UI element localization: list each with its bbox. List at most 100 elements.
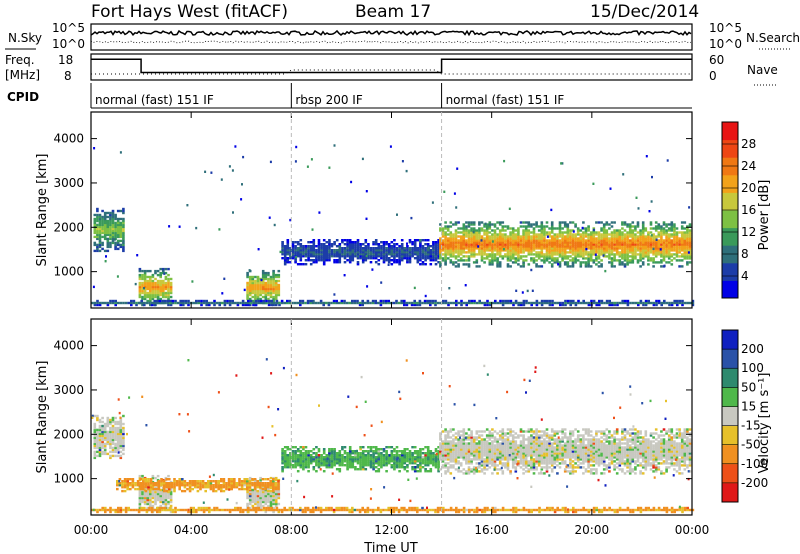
heatmap-cell	[167, 494, 170, 498]
heatmap-cell	[688, 241, 692, 244]
heatmap-cell	[437, 261, 440, 264]
heatmap-cell	[650, 200, 653, 203]
heatmap-cell	[341, 255, 344, 258]
heatmap-cell	[359, 251, 362, 254]
heatmap-cell	[639, 251, 642, 254]
heatmap-cell	[141, 303, 144, 307]
heatmap-cell	[571, 239, 575, 242]
heatmap-cell	[335, 462, 339, 465]
heatmap-cell	[462, 432, 466, 435]
heatmap-cell	[465, 462, 468, 465]
heatmap-cell	[600, 253, 603, 256]
heatmap-cell	[309, 253, 313, 256]
heatmap-cell	[256, 279, 260, 283]
heatmap-cell	[429, 257, 433, 260]
heatmap-cell	[432, 255, 435, 258]
heatmap-cell	[367, 462, 370, 465]
heatmap-cell	[637, 303, 640, 307]
heatmap-cell	[587, 241, 590, 244]
heatmap-cell	[330, 255, 334, 258]
heatmap-cell	[351, 452, 355, 455]
heatmap-cell	[444, 249, 447, 252]
heatmap-cell	[168, 225, 171, 228]
heatmap-cell	[274, 494, 278, 498]
heatmap-cell	[432, 454, 435, 457]
heatmap-cell	[167, 281, 170, 285]
heatmap-cell	[524, 229, 528, 232]
heatmap-cell	[501, 241, 505, 244]
heatmap-cell	[165, 489, 168, 493]
heatmap-cell	[444, 237, 447, 240]
heatmap-cell	[369, 257, 373, 260]
heatmap-cell	[307, 249, 310, 252]
heatmap-cell	[641, 237, 645, 240]
heatmap-cell	[600, 239, 603, 242]
heatmap-cell	[514, 301, 518, 305]
heatmap-cell	[109, 440, 112, 444]
heatmap-cell	[341, 251, 344, 254]
heatmap-cell	[208, 303, 211, 307]
nsearch-tick-bottom: 10^0	[709, 37, 742, 51]
heatmap-cell	[584, 241, 588, 244]
heatmap-cell	[204, 484, 207, 487]
heatmap-cell	[517, 239, 520, 242]
heatmap-cell	[395, 454, 399, 457]
heatmap-cell	[519, 255, 523, 258]
heatmap-cell	[256, 492, 260, 496]
heatmap-cell	[478, 454, 481, 457]
heatmap-cell	[675, 241, 679, 244]
heatmap-cell	[514, 243, 518, 246]
heatmap-cell	[631, 245, 635, 248]
heatmap-cell	[441, 247, 445, 250]
heatmap-cell	[296, 263, 300, 266]
heatmap-cell	[382, 456, 386, 459]
heatmap-cell	[416, 470, 420, 473]
heatmap-cell	[626, 233, 629, 236]
heatmap-cell	[281, 468, 284, 471]
heatmap-cell	[545, 249, 549, 252]
heatmap-cell	[155, 482, 158, 485]
heatmap-cell	[460, 299, 463, 303]
heatmap-cell	[485, 229, 489, 232]
heatmap-cell	[151, 287, 155, 291]
heatmap-cell	[444, 434, 447, 437]
heatmap-cell	[369, 301, 372, 305]
heatmap-cell	[121, 486, 124, 489]
heatmap-cell	[660, 253, 663, 256]
heatmap-cell	[119, 418, 123, 422]
heatmap-cell	[592, 233, 596, 236]
heatmap-cell	[501, 249, 505, 252]
cpid-row: CPID normal (fast) 151 IF rbsp 200 IF norm…	[7, 83, 692, 109]
heatmap-cell	[377, 251, 381, 254]
heatmap-cell	[207, 480, 210, 483]
heatmap-cell	[493, 259, 497, 262]
heatmap-cell	[269, 279, 273, 283]
heatmap-cell	[315, 245, 318, 248]
heatmap-cell	[403, 249, 407, 252]
heatmap-cell	[109, 241, 112, 245]
heatmap-cell	[162, 269, 165, 273]
heatmap-cell	[470, 454, 473, 457]
heatmap-cell	[626, 223, 629, 226]
heatmap-cell	[449, 245, 453, 248]
heatmap-cell	[514, 239, 518, 242]
heatmap-cell	[196, 480, 200, 483]
heatmap-cell	[181, 489, 184, 493]
heatmap-cell	[398, 247, 401, 250]
heatmap-cell	[159, 500, 162, 504]
heatmap-cell	[173, 482, 176, 485]
heatmap-cell	[214, 480, 218, 483]
heatmap-cell	[576, 255, 580, 258]
heatmap-cell	[390, 259, 394, 262]
heatmap-cell	[390, 241, 394, 244]
heatmap-cell	[467, 255, 471, 258]
heatmap-cell	[579, 261, 583, 264]
heatmap-cell	[369, 261, 373, 264]
heatmap-cell	[369, 253, 373, 256]
heatmap-cell	[691, 301, 695, 305]
heatmap-cell	[426, 245, 430, 248]
heatmap-cell	[512, 303, 515, 307]
heatmap-cell	[558, 241, 562, 244]
heatmap-cell	[348, 243, 352, 246]
